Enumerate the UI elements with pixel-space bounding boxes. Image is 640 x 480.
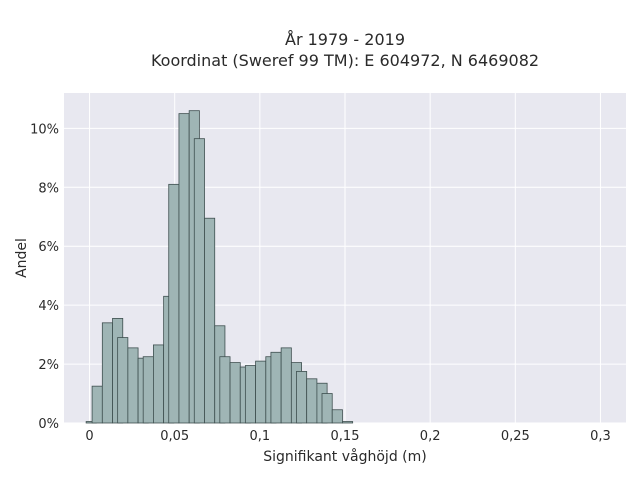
x-tick-label: 0 [85,429,93,444]
y-tick-label: 8% [38,181,59,196]
histogram-bar [193,138,205,424]
histogram-bar [342,421,354,424]
histogram-bar [204,217,216,424]
y-ticks: 0% 2% 4% 6% 8% 10% [30,122,59,432]
histogram-bar [255,360,267,424]
x-tick-label: 0,05 [160,429,189,444]
chart-title-line2: Koordinat (Sweref 99 TM): E 604972, N 64… [151,51,539,70]
x-tick-label: 0,25 [501,429,530,444]
histogram-bar [142,356,154,424]
x-ticks: 0 0,05 0,1 0,15 0,2 0,25 0,3 [85,429,610,444]
histogram-bar [306,378,318,424]
y-axis-label: Andel [14,238,30,278]
x-tick-label: 0,15 [331,429,360,444]
x-axis-label: Signifikant våghöjd (m) [263,448,426,465]
histogram-bar [178,113,190,424]
histogram-bar [280,347,292,424]
histogram-bar [244,365,256,424]
x-tick-label: 0,2 [420,429,441,444]
histogram-bar [219,356,231,424]
chart-title-line1: År 1979 - 2019 [285,30,405,49]
histogram-bar [168,183,180,424]
histogram-bar [153,344,165,424]
histogram-bar [101,322,113,424]
y-tick-label: 4% [38,299,59,314]
histogram-bar [117,337,129,424]
y-tick-label: 0% [38,417,59,432]
x-tick-label: 0,3 [590,429,611,444]
x-tick-label: 0,1 [250,429,271,444]
y-tick-label: 6% [38,240,59,255]
histogram-bar [321,393,333,424]
histogram-bar [270,351,282,424]
bars [85,110,354,424]
histogram-bar [296,371,308,424]
histogram-bar [331,409,343,424]
y-tick-label: 2% [38,358,59,373]
histogram-bar [91,385,103,424]
histogram-bar [229,362,241,424]
y-tick-label: 10% [30,122,59,137]
histogram-bar [127,347,139,424]
